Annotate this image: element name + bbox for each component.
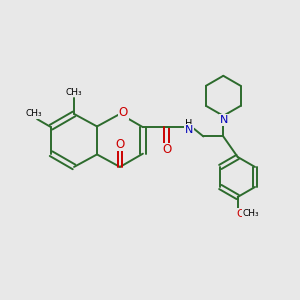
Text: N: N [184,124,193,134]
Text: CH₃: CH₃ [243,209,259,218]
Text: CH₃: CH₃ [66,88,83,97]
Text: H: H [185,118,193,129]
Text: N: N [220,115,228,125]
Text: O: O [162,143,171,156]
Text: O: O [115,138,124,151]
Text: CH₃: CH₃ [26,109,42,118]
Text: O: O [119,106,128,119]
Text: O: O [237,209,246,219]
